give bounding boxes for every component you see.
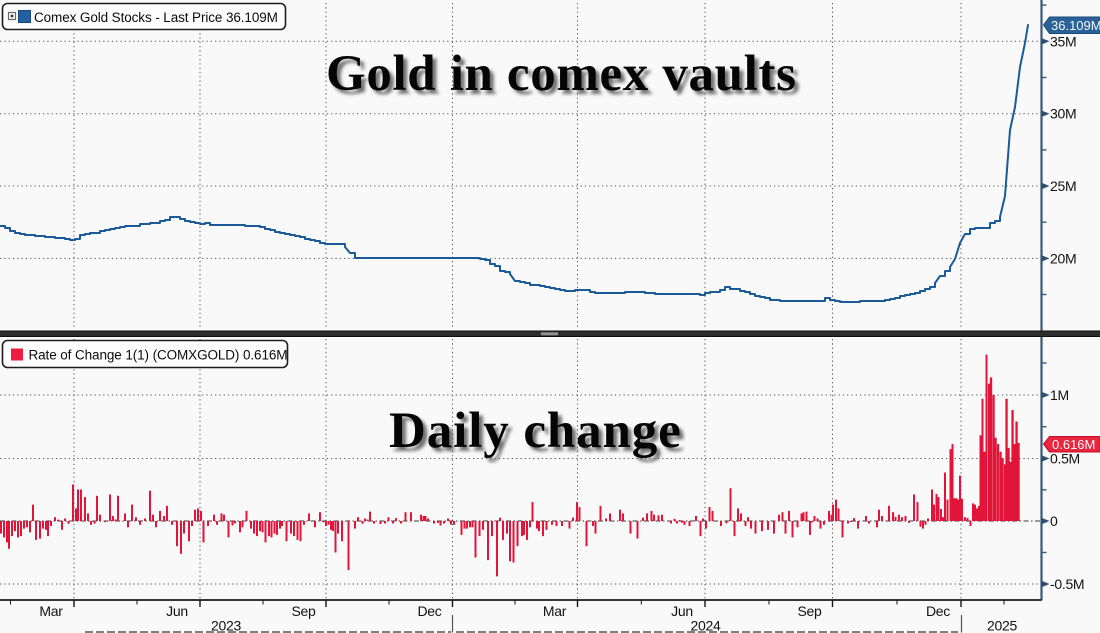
svg-text:25M: 25M	[1050, 178, 1076, 194]
svg-text:0.616M: 0.616M	[1052, 437, 1095, 452]
svg-text:Mar: Mar	[39, 603, 63, 619]
svg-text:Jun: Jun	[671, 603, 693, 619]
svg-text:Sep: Sep	[797, 603, 822, 619]
svg-text:35M: 35M	[1050, 33, 1076, 49]
svg-text:-0.5M: -0.5M	[1050, 576, 1084, 592]
svg-text:2024: 2024	[691, 618, 721, 633]
svg-text:2023: 2023	[211, 618, 241, 633]
svg-text:36.109M: 36.109M	[1051, 18, 1100, 33]
svg-text:Jun: Jun	[166, 603, 188, 619]
svg-text:20M: 20M	[1050, 250, 1076, 266]
svg-text:30M: 30M	[1050, 106, 1076, 122]
svg-text:Sep: Sep	[291, 603, 316, 619]
svg-text:Dec: Dec	[926, 603, 950, 619]
svg-text:1M: 1M	[1050, 387, 1069, 403]
svg-text:Mar: Mar	[543, 603, 567, 619]
svg-text:Comex Gold Stocks - Last Price: Comex Gold Stocks - Last Price 36.109M	[34, 10, 278, 25]
svg-text:Rate of Change 1(1) (COMXGOLD): Rate of Change 1(1) (COMXGOLD) 0.616M	[29, 348, 288, 363]
svg-text:Dec: Dec	[418, 603, 442, 619]
svg-text:2025: 2025	[987, 618, 1017, 633]
svg-text:0.5M: 0.5M	[1050, 451, 1080, 467]
svg-text:0: 0	[1050, 513, 1058, 529]
